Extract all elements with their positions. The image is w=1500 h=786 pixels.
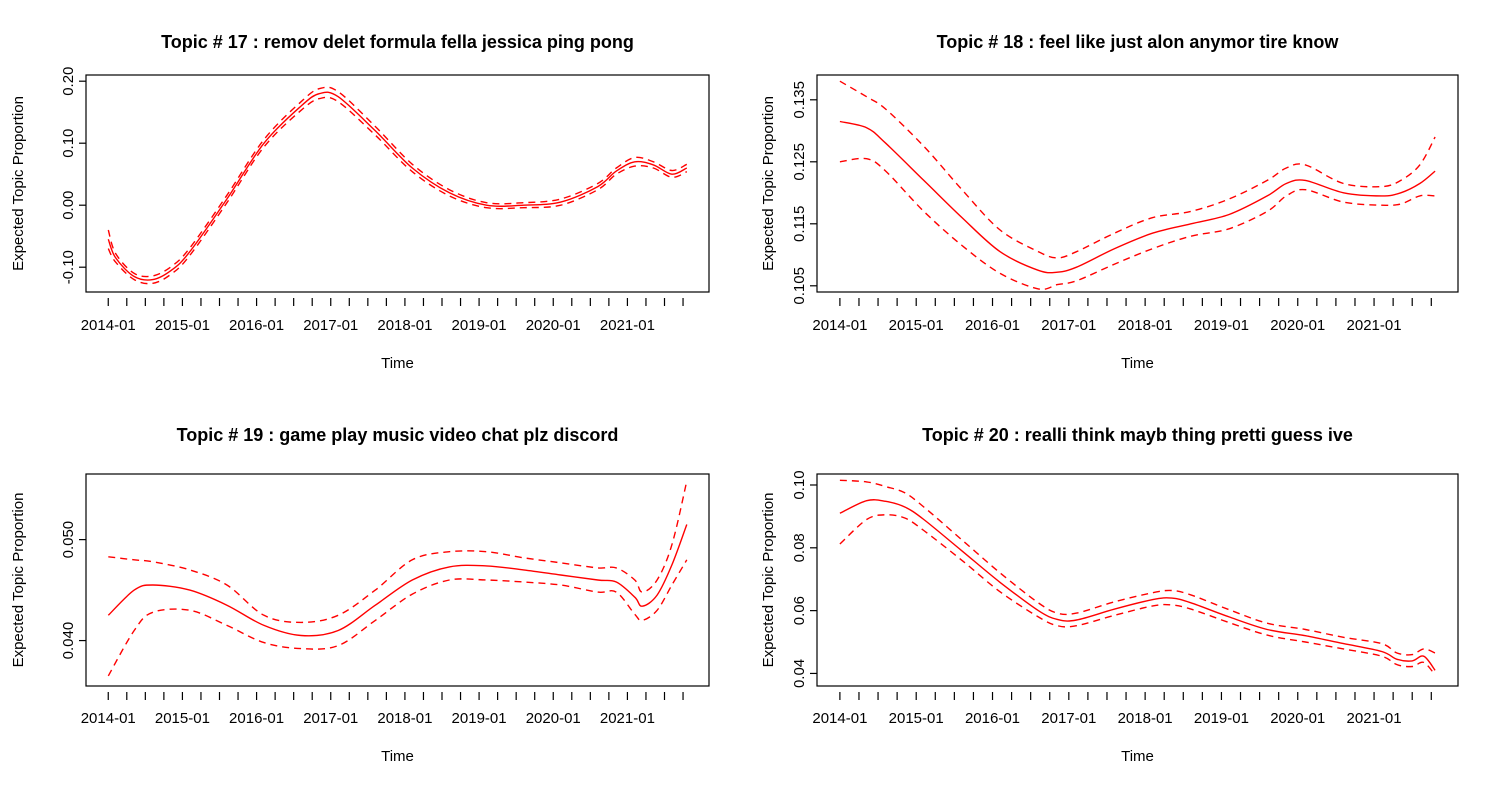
x-tick-label: 2015-01 [155,710,210,727]
y-tick-label: 0.04 [791,659,808,688]
y-tick-label: 0.125 [791,143,808,181]
series-line-estimate [839,499,1436,671]
chart-panel-4: Topic # 20 : realli think mayb thing pre… [760,425,1459,765]
x-tick-label: 2015-01 [889,710,944,727]
chart-panel-1: Topic # 17 : remov delet formula fella j… [10,32,710,372]
x-tick-label: 2016-01 [229,710,284,727]
y-tick-label: 0.00 [60,191,77,220]
x-tick-label: 2014-01 [812,710,867,727]
x-tick-label: 2014-01 [812,317,867,334]
x-tick-label: 2014-01 [81,710,136,727]
x-tick-label: 2020-01 [526,317,581,334]
y-axis-label: Expected Topic Proportion [760,96,777,271]
y-axis-label: Expected Topic Proportion [10,493,27,668]
y-tick-label: 0.20 [60,67,77,96]
x-tick-label: 2016-01 [965,317,1020,334]
x-tick-label: 2021-01 [600,317,655,334]
x-tick-label: 2020-01 [1270,317,1325,334]
x-axis-label: Time [381,355,414,372]
x-tick-label: 2021-01 [1347,710,1402,727]
x-tick-label: 2017-01 [303,710,358,727]
chart-title: Topic # 20 : realli think mayb thing pre… [922,425,1353,445]
chart-panel-3: Topic # 19 : game play music video chat … [10,425,710,765]
x-tick-label: 2015-01 [889,317,944,334]
y-tick-label: 0.105 [791,267,808,305]
x-axis-label: Time [381,748,414,765]
series-line-upper-bound [107,86,688,278]
chart-title: Topic # 17 : remov delet formula fella j… [161,32,634,52]
x-tick-label: 2018-01 [1118,710,1173,727]
series-line-lower-bound [107,559,688,677]
x-tick-label: 2020-01 [526,710,581,727]
series-line-lower-bound [839,514,1436,676]
x-tick-label: 2018-01 [1118,317,1173,334]
x-axis-label: Time [1121,355,1154,372]
x-tick-label: 2021-01 [1347,317,1402,334]
x-axis-label: Time [1121,748,1154,765]
y-tick-label: 0.08 [791,533,808,562]
x-tick-label: 2017-01 [1041,710,1096,727]
plot-frame [85,74,710,293]
y-tick-label: 0.115 [791,206,808,242]
y-tick-label: -0.10 [60,250,77,284]
chart-panel-2: Topic # 18 : feel like just alon anymor … [760,32,1459,372]
x-tick-label: 2019-01 [452,317,507,334]
y-tick-label: 0.050 [60,521,77,559]
plot-frame [816,74,1459,293]
series-line-estimate [107,524,688,637]
x-tick-label: 2018-01 [377,710,432,727]
y-tick-label: 0.10 [60,129,77,158]
series-line-estimate [107,91,688,281]
chart-title: Topic # 19 : game play music video chat … [177,425,619,445]
x-tick-label: 2019-01 [452,710,507,727]
x-tick-label: 2015-01 [155,317,210,334]
y-tick-label: 0.040 [60,622,77,660]
x-tick-label: 2019-01 [1194,710,1249,727]
series-line-upper-bound [839,80,1436,259]
x-tick-label: 2017-01 [1041,317,1096,334]
x-tick-label: 2014-01 [81,317,136,334]
x-tick-label: 2020-01 [1270,710,1325,727]
x-tick-label: 2019-01 [1194,317,1249,334]
x-tick-label: 2021-01 [600,710,655,727]
x-tick-label: 2017-01 [303,317,358,334]
x-tick-label: 2018-01 [377,317,432,334]
series-line-lower-bound [839,157,1436,291]
series-line-upper-bound [108,480,688,624]
x-tick-label: 2016-01 [965,710,1020,727]
y-axis-label: Expected Topic Proportion [760,493,777,668]
series-line-estimate [839,120,1436,274]
y-tick-label: 0.10 [791,470,808,499]
series-line-lower-bound [107,96,688,285]
plot-frame [85,473,710,687]
series-line-upper-bound [839,479,1436,656]
plot-frame [816,473,1459,687]
y-tick-label: 0.06 [791,596,808,625]
x-tick-label: 2016-01 [229,317,284,334]
chart-title: Topic # 18 : feel like just alon anymor … [937,32,1340,52]
y-tick-label: 0.135 [791,81,808,119]
y-axis-label: Expected Topic Proportion [10,96,27,271]
